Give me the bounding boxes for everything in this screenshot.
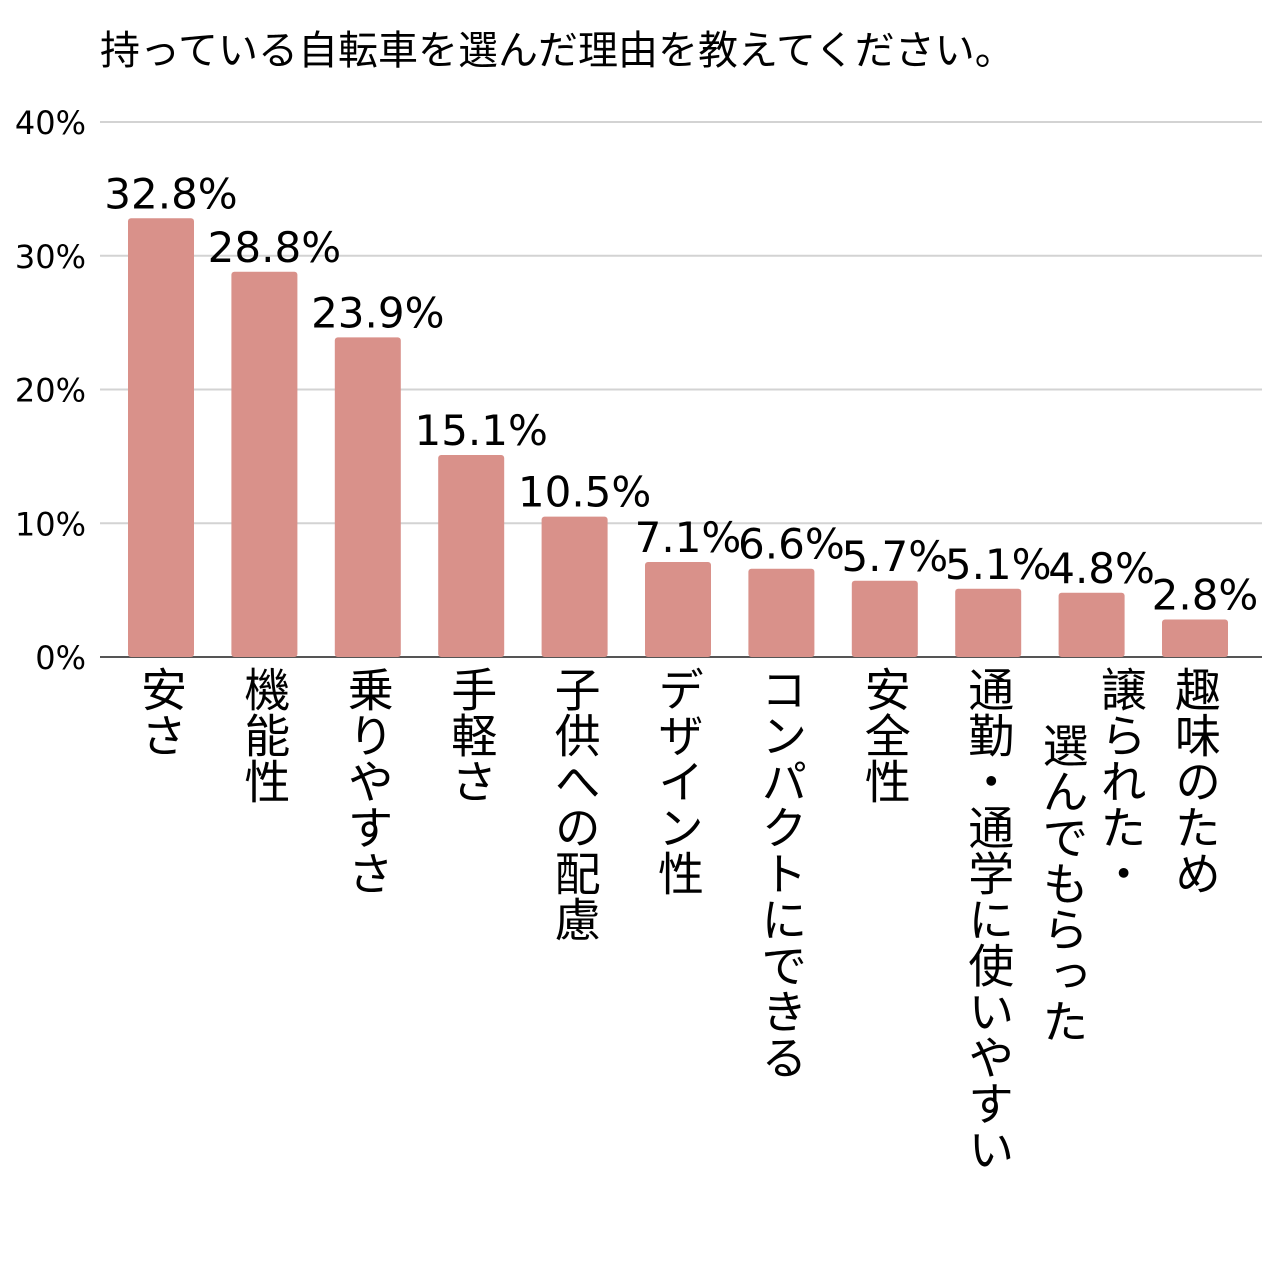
category-label: 譲られた・ xyxy=(1093,666,1148,896)
y-tick-label: 0% xyxy=(35,639,86,677)
category-label: デザイン性 xyxy=(651,666,705,896)
category-label: 乗りやすさ xyxy=(340,666,395,896)
y-tick-label: 40% xyxy=(15,104,86,142)
bar xyxy=(541,516,608,657)
bar xyxy=(334,337,401,657)
category-label: 安全性 xyxy=(857,666,912,804)
data-label: 6.6% xyxy=(738,520,845,569)
bar xyxy=(748,568,815,657)
y-tick-label: 30% xyxy=(15,238,86,276)
bar xyxy=(645,562,711,657)
chart-title: 持っている自転車を選んだ理由を教えてください。 xyxy=(100,28,1015,74)
bar xyxy=(231,271,298,657)
data-label: 5.1% xyxy=(945,540,1052,589)
bar xyxy=(1162,619,1228,657)
data-label: 4.8% xyxy=(1048,544,1155,593)
category-label: 趣味のため xyxy=(1168,666,1222,896)
category-label: 子供への配慮 xyxy=(547,666,602,942)
data-label: 10.5% xyxy=(518,468,651,517)
category-label: 機能性 xyxy=(237,666,292,804)
bar xyxy=(955,588,1022,657)
data-label: 15.1% xyxy=(414,406,547,455)
category-label: 通勤・通学に使いやすい xyxy=(961,666,1016,1172)
data-label: 5.7% xyxy=(841,532,948,581)
bar xyxy=(438,455,505,657)
data-label: 32.8% xyxy=(104,169,237,218)
category-label: 安さ xyxy=(134,666,188,758)
data-label: 23.9% xyxy=(311,288,444,337)
category-label: コンパクトにできる xyxy=(754,666,809,1080)
data-label: 28.8% xyxy=(208,223,341,272)
category-label: 選んでもらった xyxy=(1035,722,1090,1044)
category-label: 手軽さ xyxy=(444,666,499,804)
bar xyxy=(128,218,194,658)
bar xyxy=(851,580,918,657)
data-label: 7.1% xyxy=(635,513,742,562)
data-label: 2.8% xyxy=(1152,571,1259,620)
bar xyxy=(1058,592,1125,657)
y-tick-label: 10% xyxy=(15,505,86,543)
y-tick-label: 20% xyxy=(15,372,86,410)
